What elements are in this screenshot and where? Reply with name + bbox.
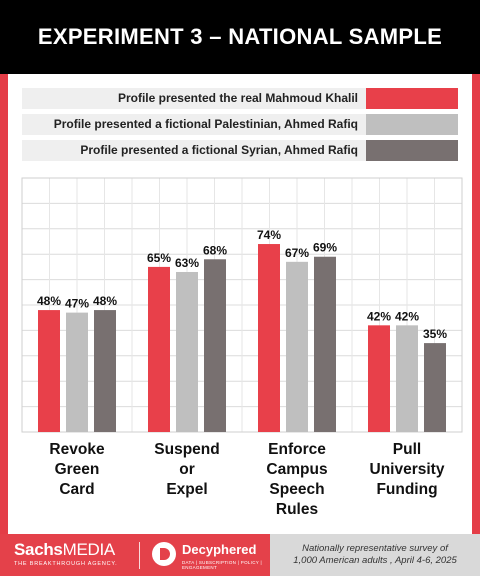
category-label: University xyxy=(370,461,445,478)
bar xyxy=(368,325,390,432)
bar xyxy=(66,312,88,432)
category-label: Rules xyxy=(276,501,318,518)
survey-note-line: 1,000 American adults , April 4-6, 2025 xyxy=(293,555,457,566)
category-label: Expel xyxy=(166,481,207,498)
bar xyxy=(424,343,446,432)
legend: Profile presented the real Mahmoud Khali… xyxy=(22,88,458,166)
brand-name-suffix: MEDIA xyxy=(62,540,116,559)
bar xyxy=(286,261,308,432)
plot-border xyxy=(21,177,463,433)
data-label: 65% xyxy=(147,251,171,265)
category-label: Green xyxy=(55,461,100,478)
category-label: Pull xyxy=(393,441,421,458)
legend-swatch xyxy=(366,114,458,135)
data-label: 48% xyxy=(37,294,61,308)
legend-label: Profile presented a fictional Syrian, Ah… xyxy=(22,140,366,161)
bar xyxy=(396,325,418,432)
decyphered-tagline: DATA | SUBSCRIPTION | POLICY | ENGAGEMEN… xyxy=(182,560,263,570)
data-label: 48% xyxy=(93,294,117,308)
category-label: Campus xyxy=(266,461,327,478)
data-label: 63% xyxy=(175,256,199,270)
data-label: 47% xyxy=(65,297,89,311)
sachs-media-logo: SachsMEDIA xyxy=(14,540,115,560)
data-label: 68% xyxy=(203,243,227,257)
footer: SachsMEDIA THE BREAKTHROUGH AGENCY. Decy… xyxy=(0,534,480,576)
bar xyxy=(176,271,198,432)
data-label: 42% xyxy=(395,309,419,323)
bar xyxy=(258,244,280,432)
legend-entry-khalil: Profile presented the real Mahmoud Khali… xyxy=(22,88,458,109)
survey-note-line: Nationally representative survey of xyxy=(302,543,448,554)
data-label: 74% xyxy=(257,228,281,242)
survey-note: Nationally representative survey of 1,00… xyxy=(270,534,480,576)
data-label: 42% xyxy=(367,309,391,323)
decyphered-logo-icon xyxy=(152,542,176,566)
category-label: Funding xyxy=(376,481,437,498)
bar xyxy=(204,259,226,432)
category-label: Revoke xyxy=(49,441,105,458)
bar xyxy=(148,266,170,432)
legend-label: Profile presented the real Mahmoud Khali… xyxy=(22,88,366,109)
footer-divider xyxy=(139,542,140,569)
bar xyxy=(38,310,60,432)
data-label: 69% xyxy=(313,241,337,255)
category-label: Card xyxy=(59,481,94,498)
chart-title: EXPERIMENT 3 – NATIONAL SAMPLE xyxy=(0,0,480,74)
category-label: or xyxy=(179,461,195,478)
bar-chart: 48% 47% 48% Revoke Green Card 65% 63% 68% Suspend… xyxy=(21,177,463,518)
legend-entry-syrian: Profile presented a fictional Syrian, Ah… xyxy=(22,140,458,161)
footer-brands: SachsMEDIA THE BREAKTHROUGH AGENCY. Decy… xyxy=(0,534,270,576)
legend-swatch xyxy=(366,140,458,161)
category-label: Speech xyxy=(269,481,324,498)
bar xyxy=(314,256,336,432)
brand-name: Sachs xyxy=(14,540,63,559)
legend-label: Profile presented a fictional Palestinia… xyxy=(22,114,366,135)
category-label: Enforce xyxy=(268,441,326,458)
bar xyxy=(94,310,116,432)
category-label: Suspend xyxy=(154,441,219,458)
data-label: 35% xyxy=(423,327,447,341)
brand-tagline: THE BREAKTHROUGH AGENCY. xyxy=(14,561,118,567)
legend-swatch xyxy=(366,88,458,109)
data-label: 67% xyxy=(285,246,309,260)
decyphered-logo: Decyphered xyxy=(182,542,257,557)
legend-entry-palestinian: Profile presented a fictional Palestinia… xyxy=(22,114,458,135)
